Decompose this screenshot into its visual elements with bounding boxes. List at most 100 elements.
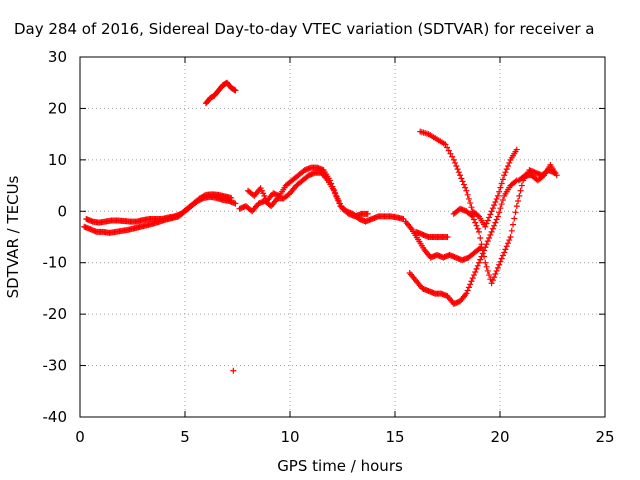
x-tick-label: 10 (280, 428, 299, 446)
data-point (442, 141, 449, 148)
plot-frame (79, 56, 606, 418)
y-tick-label: 10 (48, 151, 67, 169)
data-point (477, 256, 484, 263)
data-point (452, 159, 459, 166)
data-point (486, 235, 493, 242)
data-point (467, 281, 474, 288)
x-axis-label: GPS time / hours (277, 457, 403, 475)
data-point (498, 201, 505, 208)
data-point (469, 275, 476, 282)
chart-title: Day 284 of 2016, Sidereal Day-to-day VTE… (14, 20, 595, 38)
data-point (462, 184, 469, 191)
data-point (486, 214, 493, 221)
data-point (511, 215, 518, 222)
data-point (459, 178, 466, 185)
data-point (444, 234, 451, 240)
data-point (232, 200, 239, 207)
x-tick-label: 5 (180, 428, 190, 446)
data-point (487, 231, 494, 238)
y-tick-label: 20 (48, 99, 67, 117)
data-point (553, 172, 560, 179)
data-point (497, 258, 504, 265)
data-point (483, 220, 490, 227)
data-point (482, 223, 489, 230)
data-point (494, 192, 501, 199)
data-point (329, 183, 336, 190)
data-point (449, 153, 456, 160)
data-point (477, 235, 484, 242)
grid (80, 57, 605, 417)
data-point (518, 182, 525, 189)
data-point (472, 268, 479, 275)
data-point (469, 213, 476, 220)
data-point (513, 203, 520, 210)
data-point (464, 191, 471, 198)
data-point (497, 205, 504, 212)
data-point (482, 244, 489, 251)
y-tick-label: -20 (43, 305, 68, 323)
data-point (502, 246, 509, 253)
data-point (499, 252, 506, 259)
data-point (498, 255, 505, 262)
data-point (489, 277, 496, 284)
x-tick-label: 25 (595, 428, 614, 446)
data-point (494, 213, 501, 220)
data-point (503, 243, 510, 250)
data-point (470, 272, 477, 279)
data-point (496, 261, 503, 268)
y-tick-label: -10 (43, 254, 68, 272)
data-point (489, 225, 496, 232)
data-point (453, 163, 460, 170)
data-point (497, 184, 504, 191)
data-point (483, 263, 490, 270)
x-tick-label: 0 (75, 428, 85, 446)
data-point (328, 180, 335, 187)
data-point (494, 264, 501, 271)
data-point (444, 144, 451, 151)
data-point (539, 173, 546, 180)
data-point (501, 249, 508, 256)
data-point (481, 253, 488, 260)
data-point (232, 87, 239, 94)
data-point (465, 195, 472, 202)
data-point (484, 238, 491, 245)
data-point (499, 176, 506, 183)
data-point (517, 187, 524, 194)
data-point (445, 147, 452, 154)
data-point (482, 259, 489, 266)
data-point (488, 228, 495, 235)
data-point (502, 169, 509, 176)
data-point (455, 169, 462, 176)
data-point (503, 166, 510, 173)
data-point (465, 284, 472, 291)
data-point (488, 208, 495, 215)
data-point (489, 205, 496, 212)
data-points (81, 79, 560, 374)
x-tick-label: 15 (385, 428, 404, 446)
data-point (492, 199, 499, 206)
data-point (474, 225, 481, 232)
data-point (512, 178, 519, 185)
data-point (476, 259, 482, 266)
data-point (454, 166, 461, 173)
data-point (504, 240, 511, 247)
data-point (473, 222, 480, 229)
data-point (499, 196, 506, 203)
data-point (493, 195, 500, 202)
data-point (487, 211, 494, 218)
data-point (484, 267, 491, 274)
data-point (506, 159, 513, 166)
y-axis-label: SDTVAR / TECUs (4, 175, 22, 298)
data-point (479, 247, 486, 254)
data-point (492, 271, 499, 278)
data-point (458, 175, 465, 182)
data-point (491, 274, 498, 281)
data-point (330, 186, 337, 193)
data-point (493, 216, 500, 223)
data-point (496, 209, 503, 216)
data-point (474, 262, 481, 269)
data-point (492, 219, 499, 226)
data-point (364, 210, 371, 217)
data-point (450, 156, 457, 163)
data-point (468, 278, 475, 285)
